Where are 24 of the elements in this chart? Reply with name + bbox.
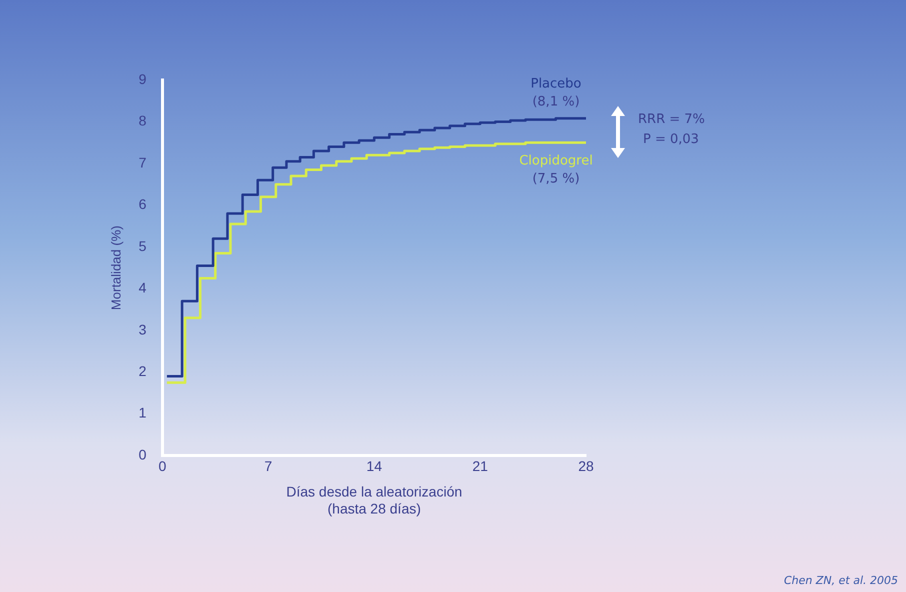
y-tick-label: 7	[138, 154, 147, 170]
y-tick-label: 0	[138, 446, 147, 462]
y-tick-label: 4	[138, 280, 147, 296]
y-tick-label: 9	[138, 70, 147, 87]
x-tick-label: 14	[366, 458, 382, 474]
y-tick-label: 5	[138, 238, 147, 254]
annotation: (8,1 %)	[532, 94, 580, 110]
y-axis-title: Mortalidad (%)	[108, 226, 124, 310]
x-axis-title: Días desde la aleatorización (hasta 28 días)	[286, 484, 462, 516]
text: P = 0,03	[643, 132, 699, 147]
x-tick-label: 28	[578, 458, 594, 474]
text: RRR = 7%	[638, 112, 705, 127]
x-tick-label: 7	[264, 458, 272, 474]
x-tick-label: 0	[158, 458, 166, 474]
series-label: Clopidogrel	[519, 154, 593, 169]
text: Chen ZN, et al. 2005	[784, 574, 898, 587]
text: Placebo	[530, 76, 582, 92]
y-tick-label: 6	[138, 196, 147, 212]
y-tick-label: 2	[138, 362, 147, 379]
x-tick-label: 21	[472, 458, 488, 474]
y-tick-label: 3	[138, 321, 147, 338]
y-tick-label: 8	[138, 112, 147, 129]
y-tick-label: 1	[138, 404, 147, 421]
annotation: (7,5 %)	[532, 172, 580, 187]
